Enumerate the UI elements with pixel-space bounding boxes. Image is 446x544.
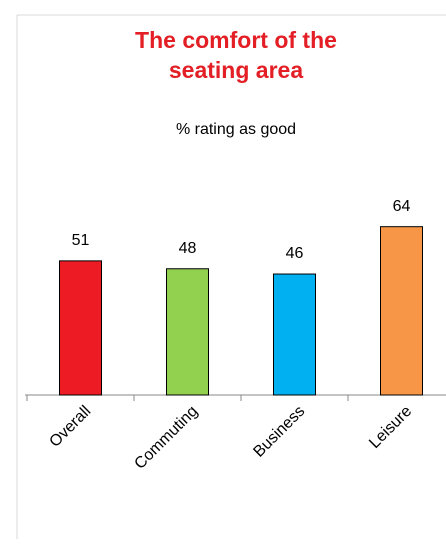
data-label: 46	[286, 245, 304, 262]
data-label: 51	[72, 232, 90, 249]
chart-title: The comfort of the	[135, 27, 337, 53]
chart-subtitle: % rating as good	[176, 121, 296, 138]
bar	[166, 268, 209, 396]
x-tick-label: Business	[250, 403, 308, 461]
bar	[380, 226, 423, 396]
x-tick-label: Leisure	[366, 403, 415, 452]
x-tick-label: Commuting	[131, 403, 201, 473]
data-label: 48	[179, 240, 197, 257]
x-tick-label: Overall	[46, 403, 94, 451]
data-label: 64	[393, 198, 411, 215]
bar	[59, 260, 102, 396]
chart-title: seating area	[169, 57, 303, 83]
bar	[273, 273, 316, 396]
